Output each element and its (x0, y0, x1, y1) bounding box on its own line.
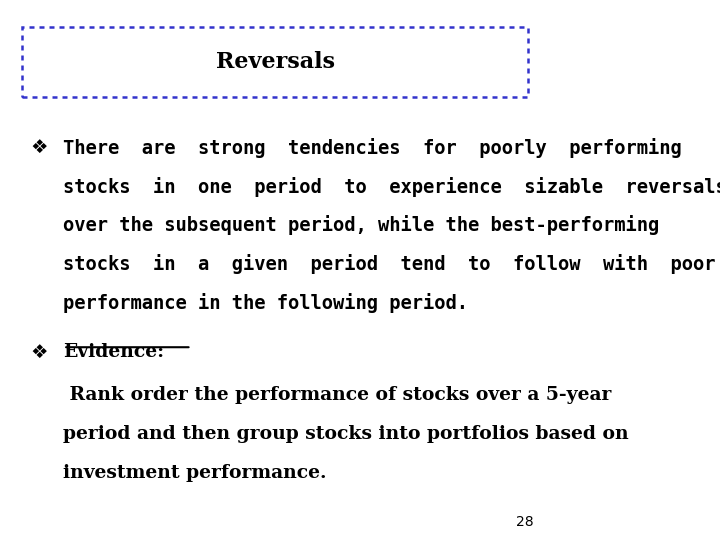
Text: stocks  in  a  given  period  tend  to  follow  with  poor: stocks in a given period tend to follow … (63, 254, 716, 274)
Text: stocks  in  one  period  to  experience  sizable  reversals: stocks in one period to experience sizab… (63, 177, 720, 197)
Text: performance in the following period.: performance in the following period. (63, 293, 468, 313)
Text: investment performance.: investment performance. (63, 464, 327, 482)
Text: ❖: ❖ (30, 138, 48, 157)
Text: ❖: ❖ (30, 343, 48, 362)
Text: over the subsequent period, while the best-performing: over the subsequent period, while the be… (63, 215, 660, 235)
Text: Rank order the performance of stocks over a 5-year: Rank order the performance of stocks ove… (63, 386, 611, 404)
Text: period and then group stocks into portfolios based on: period and then group stocks into portfo… (63, 425, 629, 443)
Text: There  are  strong  tendencies  for  poorly  performing: There are strong tendencies for poorly p… (63, 138, 682, 158)
Text: Evidence:: Evidence: (63, 343, 164, 361)
Text: 28: 28 (516, 515, 534, 529)
Text: Reversals: Reversals (215, 51, 335, 73)
